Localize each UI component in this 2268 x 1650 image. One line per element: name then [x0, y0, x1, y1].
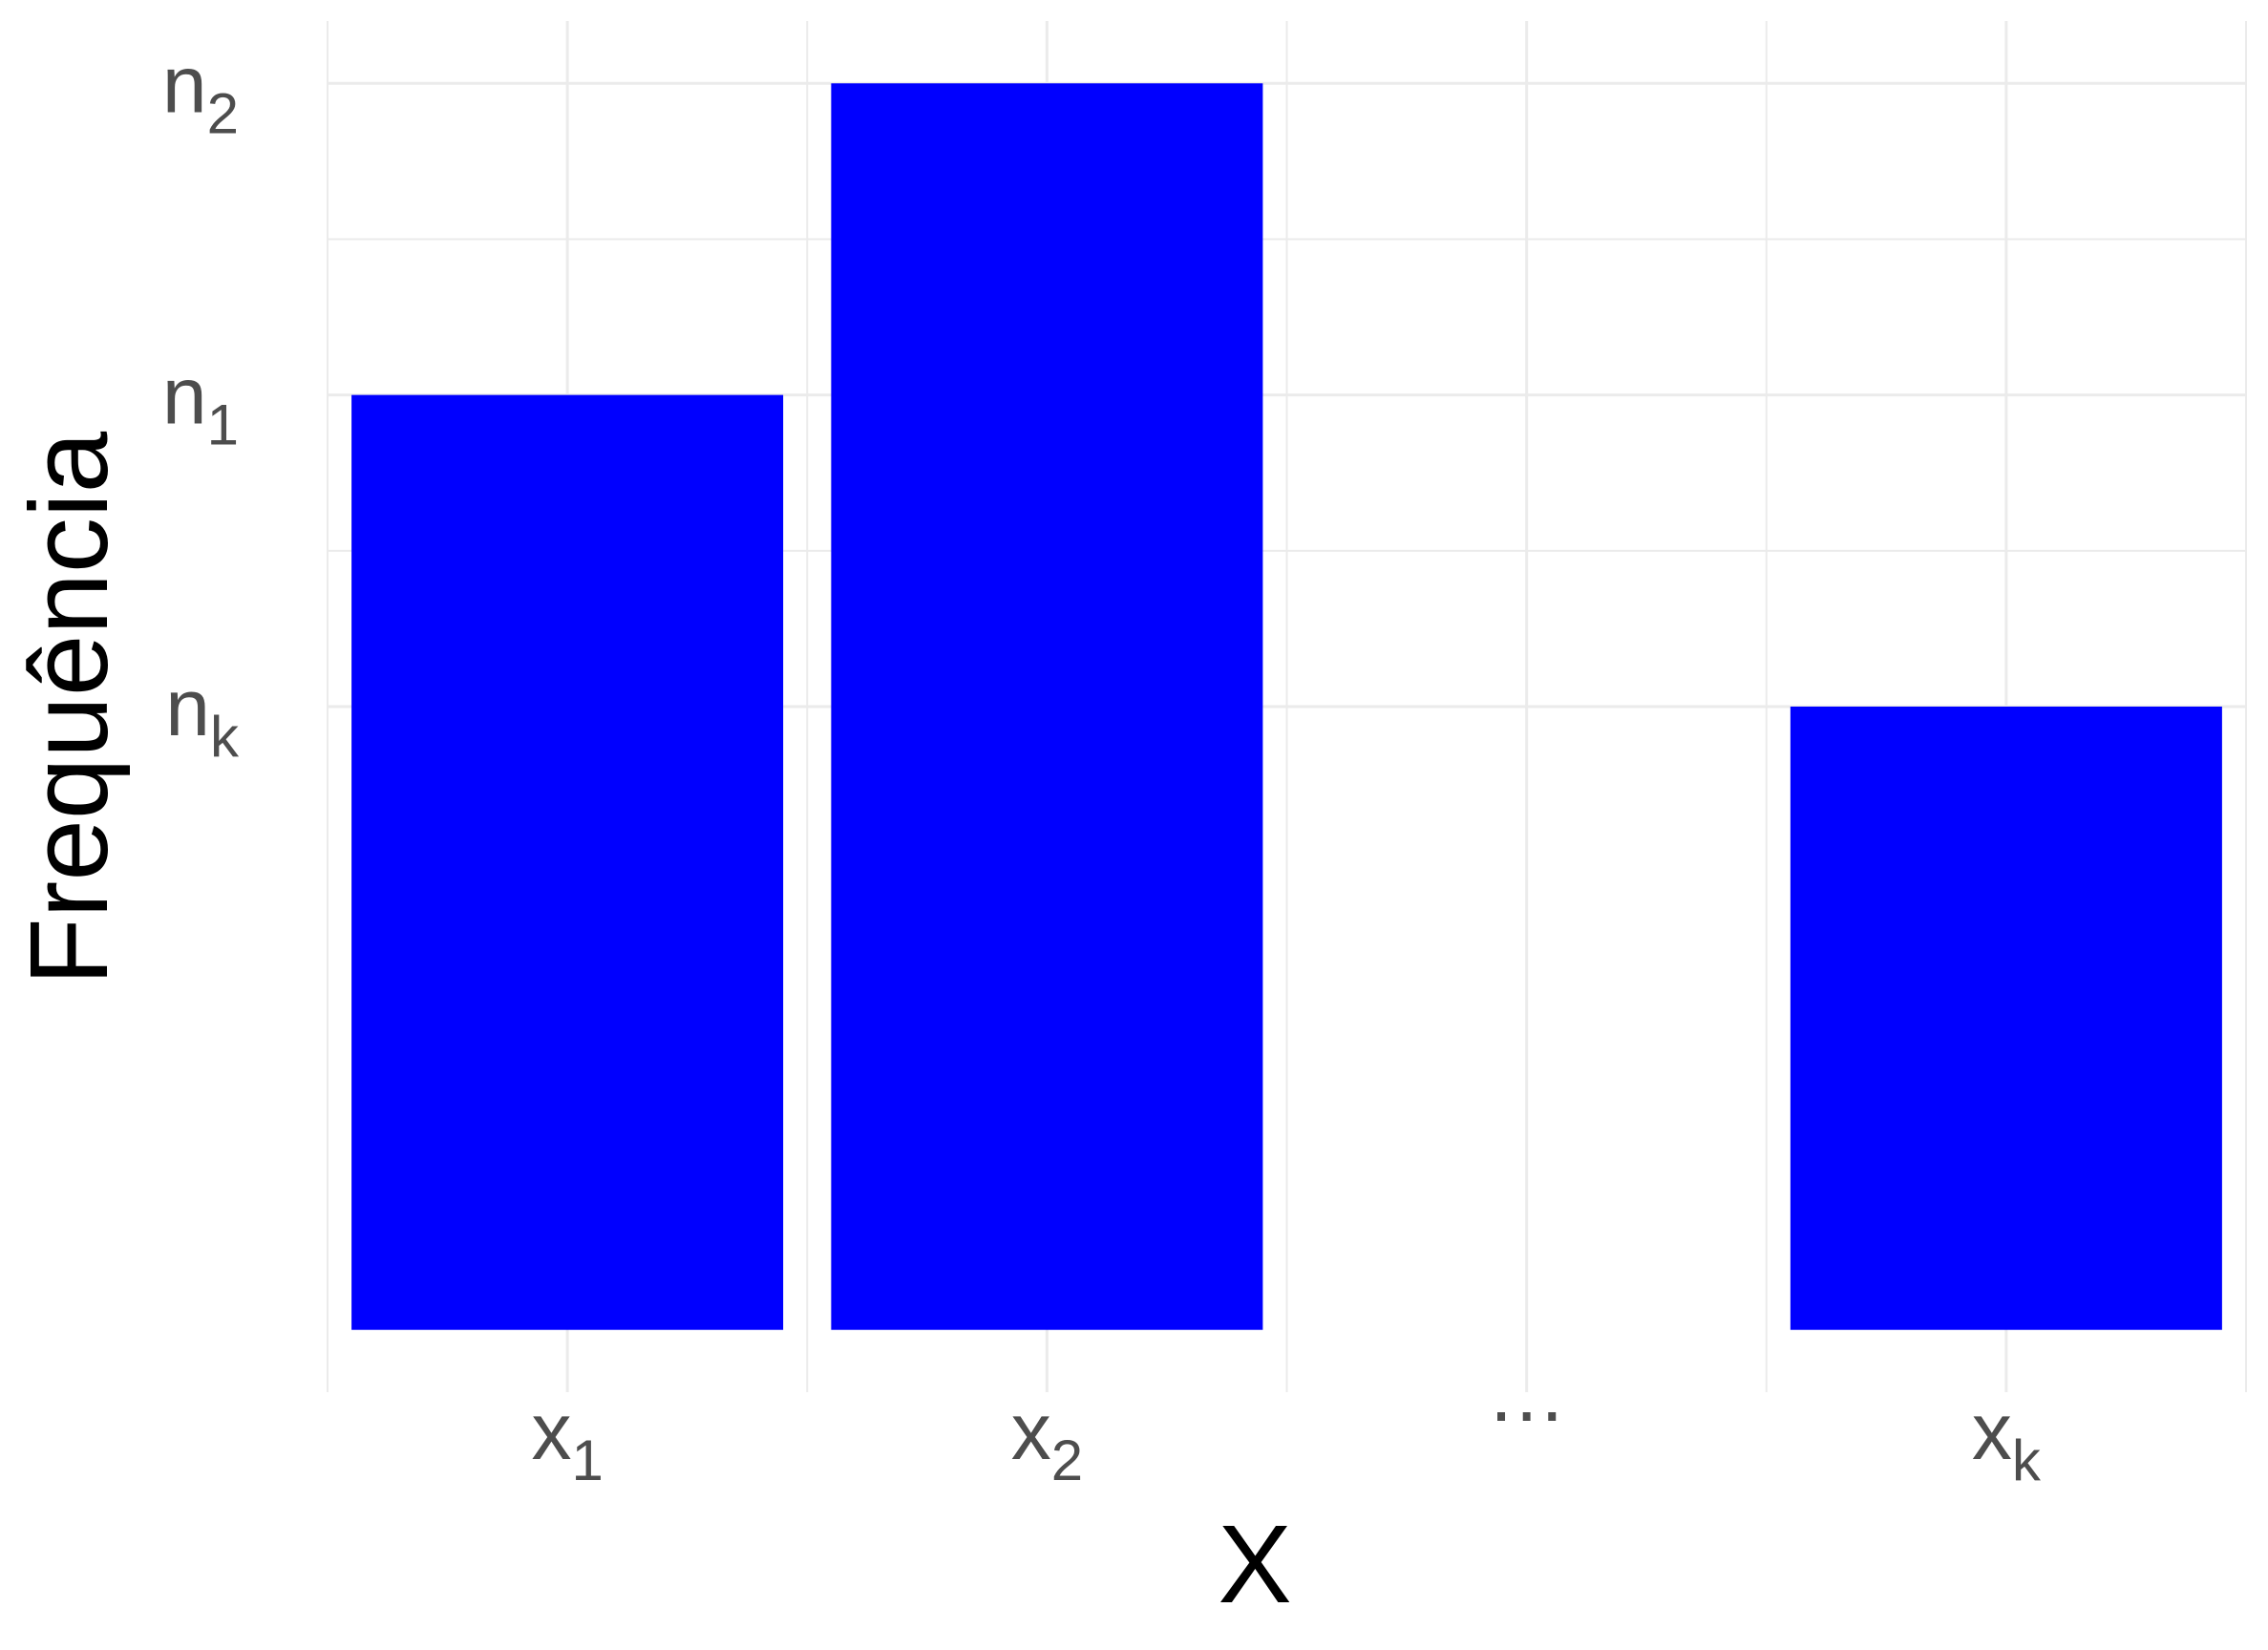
y-tick-label: n2 — [162, 39, 239, 145]
bar — [1790, 707, 2222, 1330]
y-axis-title: Frequência — [7, 431, 131, 985]
x-tick-label: xk — [1972, 1386, 2042, 1492]
bar — [831, 83, 1263, 1330]
x-tick-label: … — [1487, 1348, 1567, 1438]
x-axis-title: X — [1218, 1502, 1291, 1626]
bar — [351, 394, 784, 1330]
y-tick-label: nk — [165, 663, 240, 769]
x-tick-label: x1 — [531, 1386, 603, 1492]
x-tick-label: x2 — [1011, 1386, 1083, 1492]
x-tick-labels: x1 x2 … xk — [531, 1348, 2041, 1492]
y-tick-label: n1 — [162, 351, 239, 457]
y-tick-labels: nk n1 n2 — [162, 39, 240, 769]
bars — [351, 83, 2222, 1330]
